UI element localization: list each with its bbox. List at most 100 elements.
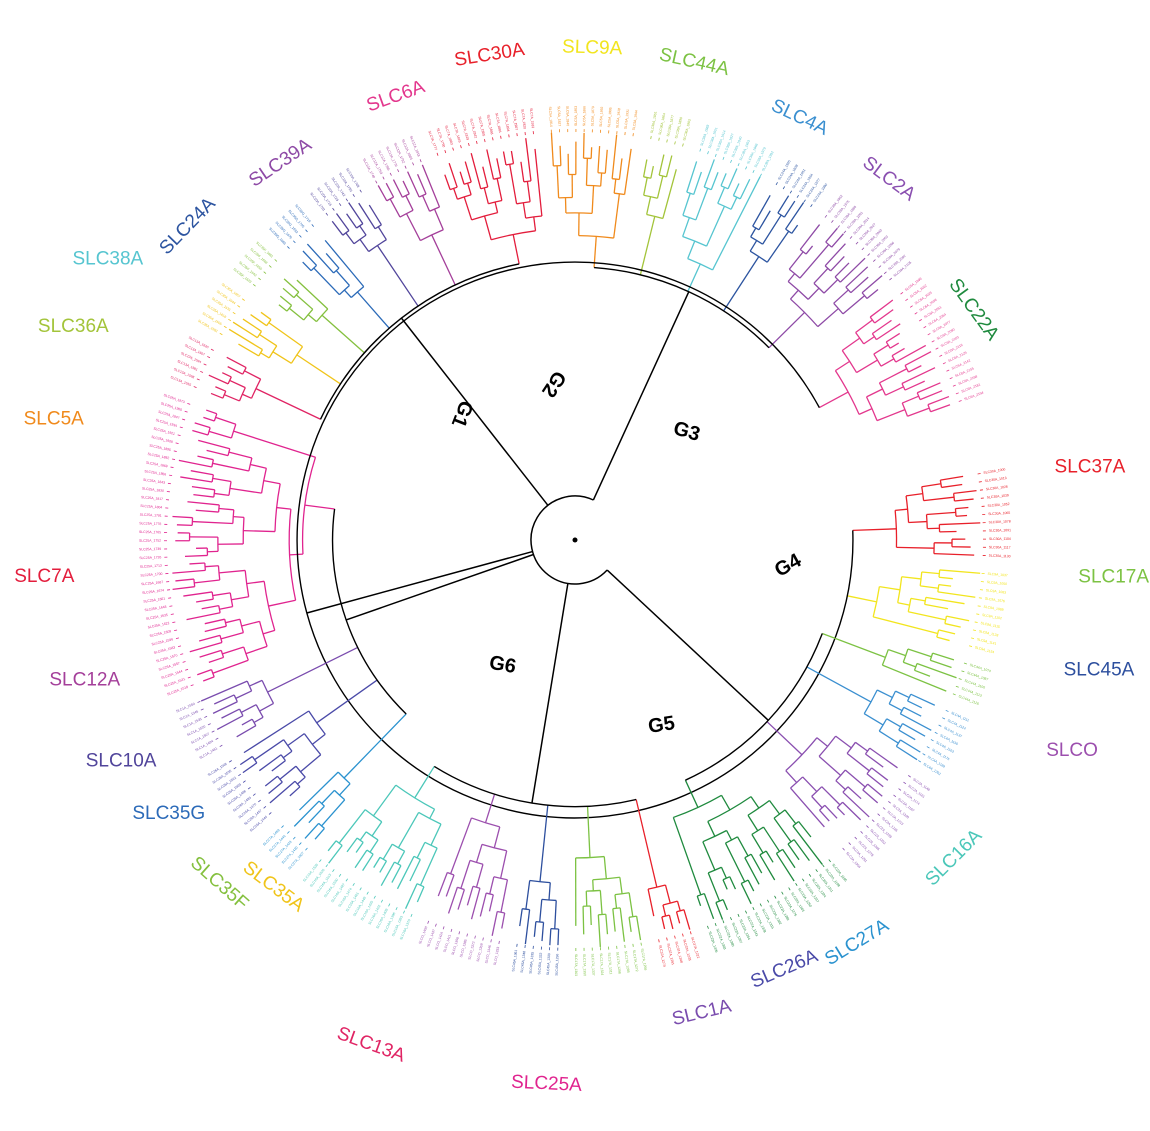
branch — [259, 333, 278, 347]
leaf-tip — [882, 807, 886, 810]
leaf-tip — [219, 744, 223, 748]
branch-arc — [342, 230, 350, 236]
leaf-tip — [737, 163, 740, 167]
branch — [720, 794, 731, 811]
branch — [338, 809, 366, 844]
branch — [762, 826, 781, 852]
branch-arc — [242, 517, 245, 544]
branch — [676, 900, 681, 911]
leaf-tip — [935, 347, 939, 350]
leaf-tip — [802, 878, 805, 882]
leaf-tip — [682, 143, 684, 147]
clade-slc44a — [881, 648, 967, 696]
family-stem — [316, 679, 378, 724]
branch — [282, 750, 293, 759]
branch — [249, 679, 263, 687]
leaf-label: SLC36A_1903 — [682, 119, 692, 141]
branch — [335, 270, 350, 286]
branch-arc — [881, 649, 889, 666]
branch — [846, 752, 870, 772]
leaf-tip — [871, 819, 875, 823]
branch — [306, 243, 335, 274]
branch — [212, 659, 249, 674]
leaf-tip — [908, 775, 911, 778]
branch — [750, 227, 757, 238]
leaf-tip — [945, 709, 949, 712]
clade-slc13a — [193, 348, 262, 402]
branch — [844, 769, 866, 788]
branch-arc — [246, 680, 253, 692]
leaf-tip — [197, 701, 201, 703]
branch-arc — [682, 214, 697, 221]
family-label-slc35g: SLC35G — [132, 803, 205, 824]
branch — [457, 889, 465, 910]
leaf-tip — [172, 621, 176, 623]
branch — [241, 718, 253, 726]
branch-arc — [386, 196, 394, 202]
branch — [702, 841, 716, 871]
leaf-tip — [204, 715, 208, 718]
branch-arc — [463, 181, 472, 185]
leaf-label: SLCO_1333 — [493, 946, 500, 965]
leaf-label: SLC30A_1052 — [987, 502, 1009, 508]
leaf-tip — [203, 363, 207, 366]
branch — [489, 876, 495, 895]
branch — [343, 289, 352, 298]
leaf-tip — [490, 939, 492, 943]
branch-arc — [238, 708, 244, 717]
branch — [879, 586, 901, 591]
leaf-tip — [722, 156, 725, 160]
leaf-tip — [972, 629, 976, 631]
branch — [377, 226, 387, 241]
family-label-slc5a: SLC5A — [24, 409, 85, 430]
branch-arc — [592, 876, 620, 881]
branch — [325, 253, 340, 269]
leaf-tip — [274, 259, 278, 262]
branch — [202, 676, 215, 682]
family-stem — [267, 646, 358, 693]
leaf-tip — [752, 169, 755, 173]
branch — [239, 755, 253, 766]
branch — [785, 202, 805, 230]
leaf-label: SLCO_1385 — [459, 939, 468, 958]
branch — [242, 318, 262, 332]
branch — [878, 730, 899, 744]
leaf-tip — [878, 265, 882, 268]
leaf-tip — [888, 801, 891, 804]
branch — [231, 596, 249, 601]
group-label-g5: G5 — [647, 712, 677, 738]
family-label-slc17a: SLC17A — [1078, 567, 1149, 588]
branch — [233, 515, 245, 519]
branch — [215, 386, 227, 392]
branch — [921, 571, 940, 575]
branch-arc — [218, 605, 221, 613]
leaf-label: SLC25A_1531 — [164, 677, 186, 688]
leaf-label: SLC6A_2155 — [954, 366, 974, 378]
clade-slc1a — [197, 679, 275, 748]
branch-arc — [750, 236, 764, 245]
branch-arc — [391, 843, 405, 852]
branch-arc — [863, 689, 878, 715]
branch — [903, 706, 922, 717]
branch-arc — [402, 193, 410, 198]
branch — [866, 388, 883, 398]
branch — [845, 266, 869, 288]
branch — [392, 179, 403, 198]
branch — [358, 202, 376, 230]
branch — [208, 374, 229, 385]
branch-arc — [213, 489, 216, 498]
leaf-label: SLC17A_1337 — [591, 954, 596, 976]
branch — [200, 680, 248, 702]
family-stem — [539, 805, 549, 882]
clade-slc6a — [834, 292, 962, 422]
branch — [221, 372, 232, 378]
branch — [224, 394, 240, 402]
branch-arc — [220, 650, 225, 658]
branch-arc — [899, 706, 905, 715]
leaf-tip — [292, 836, 296, 840]
branch-arc — [836, 801, 844, 808]
branch — [585, 158, 588, 186]
branch-arc — [747, 800, 770, 816]
leaf-label: SLCO_1424 — [434, 931, 444, 950]
leaf-tip — [934, 731, 938, 735]
